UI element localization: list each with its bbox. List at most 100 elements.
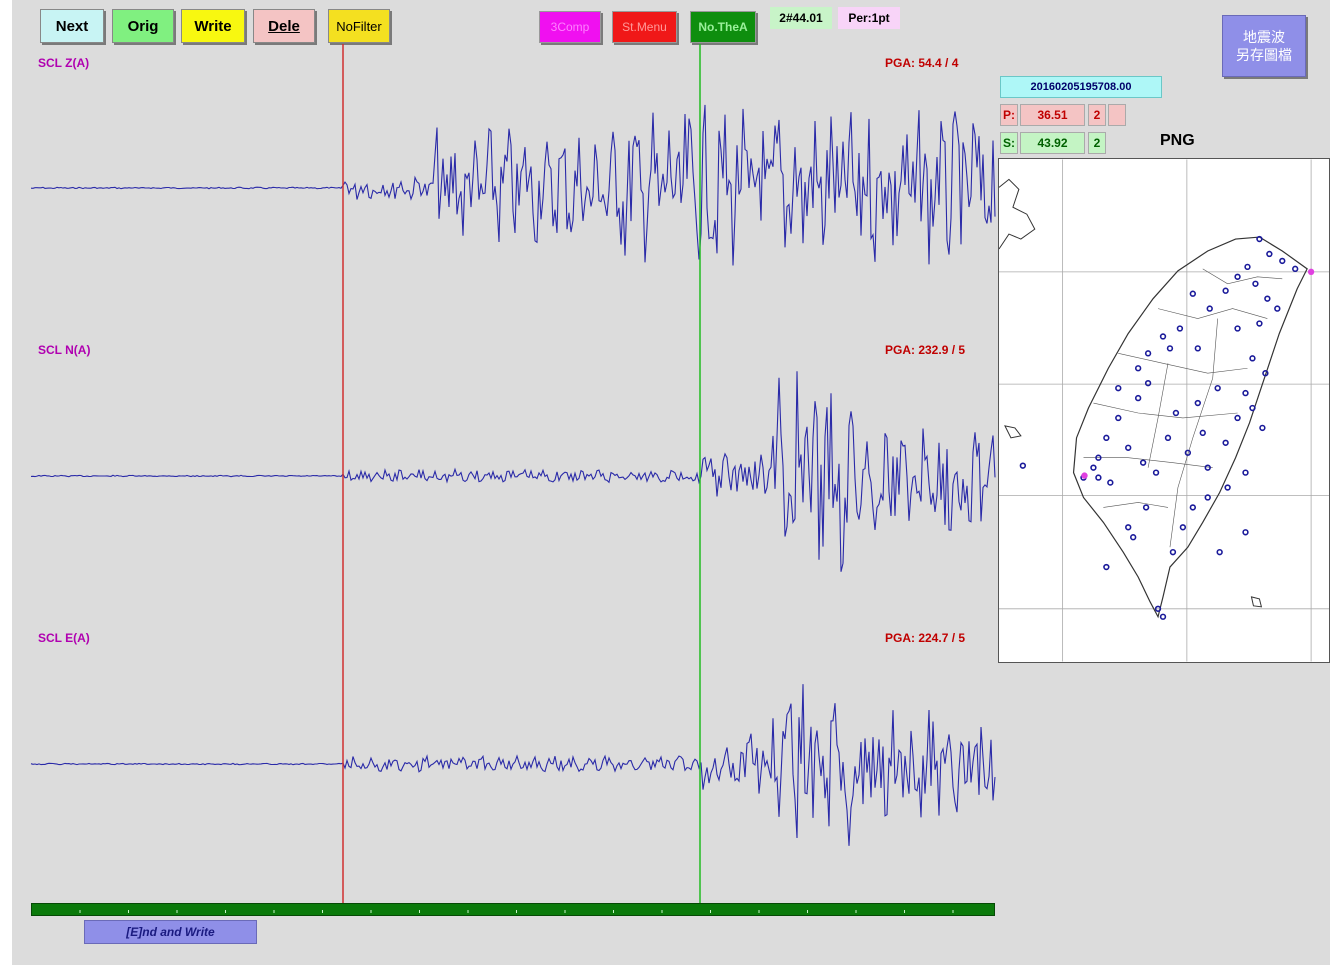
station-marker [1115,384,1122,392]
dele-button[interactable]: Dele [253,9,315,43]
station-marker [1216,548,1223,556]
station-marker [1242,389,1249,397]
station-marker [1199,429,1206,437]
station-marker [1159,613,1167,620]
station-marker [1244,263,1251,271]
station-marker [1125,444,1132,451]
map-grid [999,159,1329,662]
station-marker [1166,345,1174,352]
station-marker [1252,280,1259,287]
three-comp-button[interactable]: 3Comp [539,11,601,43]
p-weight-field[interactable]: 2 [1088,104,1106,126]
p-label: P: [1000,104,1018,126]
station-marker [1234,273,1241,280]
station-marker [1234,325,1241,332]
pga-z: PGA: 54.4 / 4 [885,56,959,70]
station-marker [1264,295,1271,302]
station-marker [1090,464,1097,471]
station-marker [1184,449,1192,456]
station-marker [1206,305,1213,312]
channel-label-e: SCL E(A) [38,631,90,645]
trace-n [30,371,996,572]
station-marker [1224,484,1231,491]
station-marker [1259,424,1266,432]
station-marker [1274,305,1281,312]
station-marker [1107,479,1114,486]
orig-button[interactable]: Orig [112,9,174,43]
station-marker [1204,464,1211,471]
station-marker [1194,345,1201,352]
write-button[interactable]: Write [181,9,245,43]
station-marker [1242,529,1249,536]
taiwan-station-map[interactable] [998,158,1330,663]
station-marker [1134,365,1142,372]
station-marker [1164,434,1172,442]
pga-e: PGA: 224.7 / 5 [885,631,966,645]
next-button[interactable]: Next [40,9,104,43]
station-marker [1279,257,1286,265]
station-marker [1176,325,1184,332]
station-marker [1019,462,1027,469]
station-marker [1214,384,1221,392]
station-marker [1189,504,1197,511]
event-datetime: 20160205195708.00 [1000,76,1162,98]
period-readout: Per:1pt [838,7,900,29]
station-marker [1144,350,1152,357]
selected-station-marker [1081,472,1088,479]
station-marker [1194,399,1201,407]
station-marker [1169,548,1177,556]
station-marker [1095,474,1102,481]
station-marker [1142,504,1150,511]
save-label-line2: 另存圖檔 [1236,47,1292,63]
info-readout: 2#44.01 [770,7,832,29]
s-weight-field[interactable]: 2 [1088,132,1106,154]
station-marker [1152,469,1160,476]
station-marker [1222,287,1229,294]
china-coast [999,178,1036,250]
station-menu-button[interactable]: St.Menu [612,11,677,43]
channel-label-n: SCL N(A) [38,343,91,357]
lanyu-island [1250,596,1263,608]
station-marker [1144,379,1152,387]
save-image-button[interactable]: 地震波 另存圖檔 [1222,15,1306,77]
nofilter-button[interactable]: NoFilter [328,9,390,43]
s-time-field[interactable]: 43.92 [1020,132,1085,154]
station-marker [1154,605,1162,612]
station-marker [1103,563,1110,571]
county-borders [1083,268,1283,548]
station-marker [1130,534,1137,541]
time-scroll-bar[interactable] [31,903,995,916]
station-marker [1139,459,1147,466]
seismic-viewer-window: Next Orig Write Dele NoFilter 3Comp St.M… [12,0,1330,965]
trace-e [30,684,996,846]
station-marker [1103,434,1110,442]
channel-label-z: SCL Z(A) [38,56,90,70]
station-marker [1292,265,1299,273]
penghu-islands [1004,425,1022,439]
pga-n: PGA: 232.9 / 5 [885,343,966,357]
s-label: S: [1000,132,1018,154]
network-label: PNG [1160,132,1195,149]
p-time-field[interactable]: 36.51 [1020,104,1085,126]
station-marker [1204,494,1211,501]
station-marker [1256,320,1263,327]
no-theo-button[interactable]: No.TheA [690,11,756,43]
save-label-line1: 地震波 [1243,29,1285,45]
waveform-panel[interactable] [12,0,1002,965]
station-marker [1115,414,1122,422]
station-marker [1095,454,1102,461]
station-markers [1019,235,1315,620]
station-marker [1262,370,1269,377]
p-extra-field[interactable] [1108,104,1126,126]
station-marker [1189,290,1197,297]
end-and-write-button[interactable]: [E]nd and Write [84,920,257,944]
taiwan-outline [1072,236,1308,619]
station-marker [1256,235,1263,243]
station-marker [1179,524,1187,531]
station-marker [1134,394,1142,402]
station-marker [1125,524,1132,531]
station-marker [1266,250,1273,258]
time-ticks [79,910,954,913]
selected-station-marker [1307,268,1315,276]
station-marker [1242,469,1249,476]
